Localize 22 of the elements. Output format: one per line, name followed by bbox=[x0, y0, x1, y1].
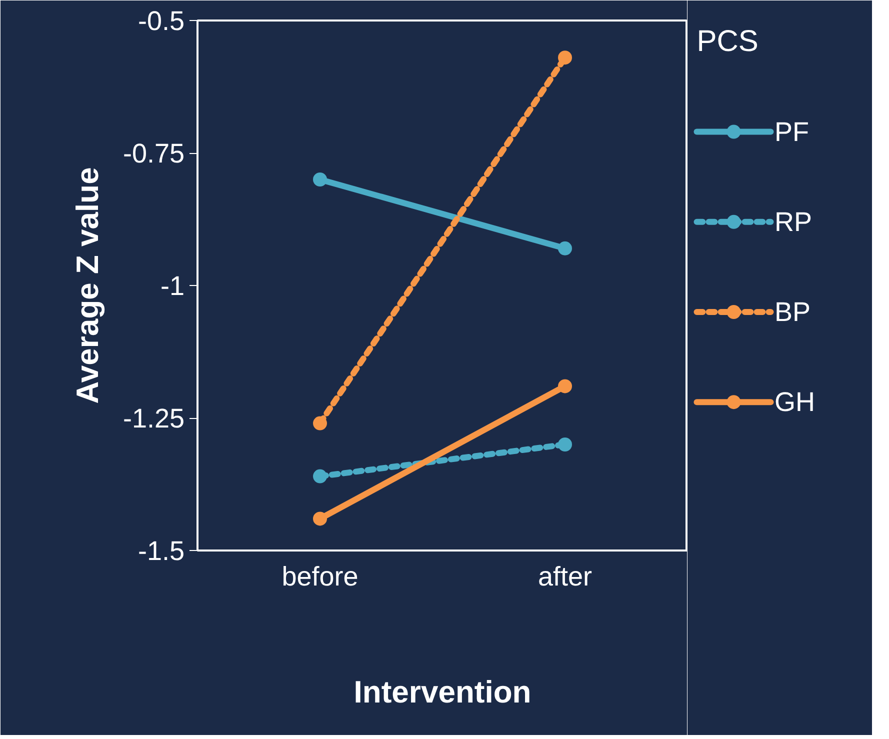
point bbox=[313, 416, 327, 430]
y-tick-label: -1.25 bbox=[122, 404, 185, 434]
y-tick-label: -0.75 bbox=[122, 138, 185, 168]
legend-title: PCS bbox=[696, 25, 758, 58]
point bbox=[313, 172, 327, 186]
point bbox=[558, 241, 572, 256]
y-tick-label: -1 bbox=[160, 271, 185, 301]
legend-label: PF bbox=[774, 116, 809, 147]
legend-label: BP bbox=[774, 297, 810, 327]
x-tick-label: after bbox=[538, 562, 592, 592]
y-tick-label: -1.5 bbox=[138, 536, 185, 566]
y-axis-title: Average Z value bbox=[70, 167, 105, 404]
legend-label: GH bbox=[774, 387, 815, 418]
point bbox=[313, 469, 327, 484]
point bbox=[558, 379, 572, 394]
point bbox=[558, 438, 572, 452]
x-axis-title: Intervention bbox=[354, 674, 532, 710]
legend-label: RP bbox=[774, 206, 812, 237]
point bbox=[313, 512, 327, 526]
point bbox=[558, 50, 572, 65]
y-tick-label: -0.5 bbox=[138, 6, 185, 36]
x-tick-label: before bbox=[282, 562, 358, 592]
